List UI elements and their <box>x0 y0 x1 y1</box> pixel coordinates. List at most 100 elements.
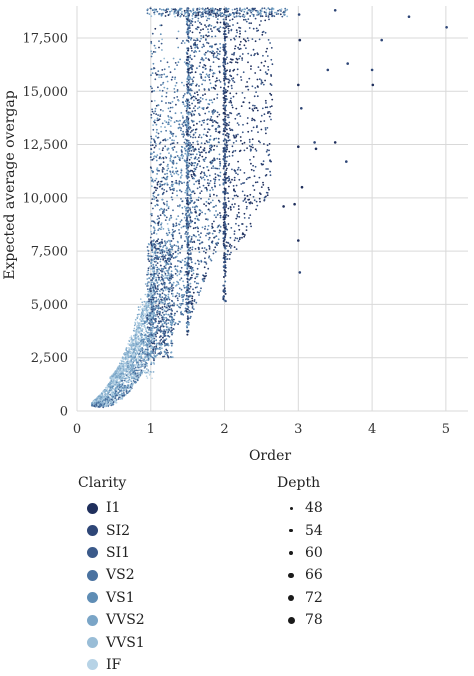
data-point <box>189 84 191 86</box>
data-point <box>155 245 157 247</box>
data-point <box>187 66 189 68</box>
data-point <box>147 270 149 272</box>
data-point <box>121 380 123 382</box>
data-point <box>163 168 165 170</box>
data-point <box>190 316 192 318</box>
data-point <box>213 230 215 232</box>
data-point <box>183 226 185 228</box>
data-point <box>181 294 183 296</box>
data-point <box>173 157 175 159</box>
data-point <box>194 211 196 213</box>
data-point <box>257 79 259 81</box>
data-point <box>214 236 216 238</box>
data-point <box>175 112 177 114</box>
data-point <box>162 83 164 85</box>
data-point <box>213 253 215 255</box>
data-point <box>154 45 156 47</box>
data-point <box>193 113 195 115</box>
data-point <box>215 35 217 37</box>
data-point <box>167 310 169 312</box>
data-point <box>162 157 164 159</box>
data-point <box>114 389 116 391</box>
data-point <box>209 99 211 101</box>
data-point <box>182 115 184 117</box>
data-point <box>151 202 153 204</box>
data-point <box>163 87 165 89</box>
data-point <box>163 214 165 216</box>
data-point <box>158 256 160 258</box>
data-point <box>173 231 175 233</box>
data-point <box>195 40 197 42</box>
data-point <box>191 162 193 164</box>
data-point <box>172 107 174 109</box>
data-point <box>174 324 176 326</box>
data-point <box>137 326 139 328</box>
data-point <box>217 18 219 20</box>
data-point <box>161 276 163 278</box>
data-point <box>186 266 188 268</box>
data-point <box>269 171 271 173</box>
data-point <box>179 159 181 161</box>
data-point <box>153 271 155 273</box>
data-point <box>204 261 206 263</box>
data-point <box>205 39 207 41</box>
data-point <box>107 393 109 395</box>
data-point <box>194 110 196 112</box>
data-point <box>197 199 199 201</box>
data-point <box>158 308 160 310</box>
data-point <box>204 179 206 181</box>
data-point <box>142 352 144 354</box>
data-point <box>137 341 139 343</box>
data-point <box>166 263 168 265</box>
data-point <box>196 164 198 166</box>
data-point <box>156 178 158 180</box>
data-point <box>205 99 207 101</box>
data-point <box>207 118 209 120</box>
data-point <box>177 282 179 284</box>
data-point <box>113 377 115 379</box>
data-point <box>155 241 157 243</box>
data-point <box>126 368 128 370</box>
data-point <box>223 48 225 50</box>
data-point <box>167 356 169 358</box>
data-point <box>219 53 221 55</box>
data-point <box>157 104 159 106</box>
data-point <box>196 84 198 86</box>
data-point <box>205 65 207 67</box>
data-point <box>153 51 155 53</box>
data-point <box>225 293 227 295</box>
data-point <box>247 123 249 125</box>
data-point <box>267 144 269 146</box>
data-point <box>199 134 201 136</box>
data-point <box>265 133 267 135</box>
data-point <box>154 314 156 316</box>
data-point <box>153 336 155 338</box>
data-point <box>197 108 199 110</box>
data-point <box>204 226 206 228</box>
data-point <box>192 300 194 302</box>
data-point <box>169 160 171 162</box>
data-point <box>173 140 175 142</box>
data-point <box>205 76 207 78</box>
data-point <box>191 103 193 105</box>
data-point <box>190 226 192 228</box>
data-point <box>141 320 143 322</box>
data-point <box>184 261 186 263</box>
data-point <box>209 190 211 192</box>
data-point <box>157 229 159 231</box>
data-point <box>184 153 186 155</box>
data-point <box>199 209 201 211</box>
data-point <box>213 249 215 251</box>
data-point <box>189 189 191 191</box>
data-point <box>187 33 189 35</box>
data-point <box>195 175 197 177</box>
data-point <box>214 186 216 188</box>
data-point <box>157 271 159 273</box>
data-point <box>161 95 163 97</box>
data-point <box>172 295 174 297</box>
data-point <box>153 275 155 277</box>
data-point <box>170 189 172 191</box>
data-point <box>186 53 188 55</box>
data-point <box>178 247 180 249</box>
data-point <box>154 343 156 345</box>
